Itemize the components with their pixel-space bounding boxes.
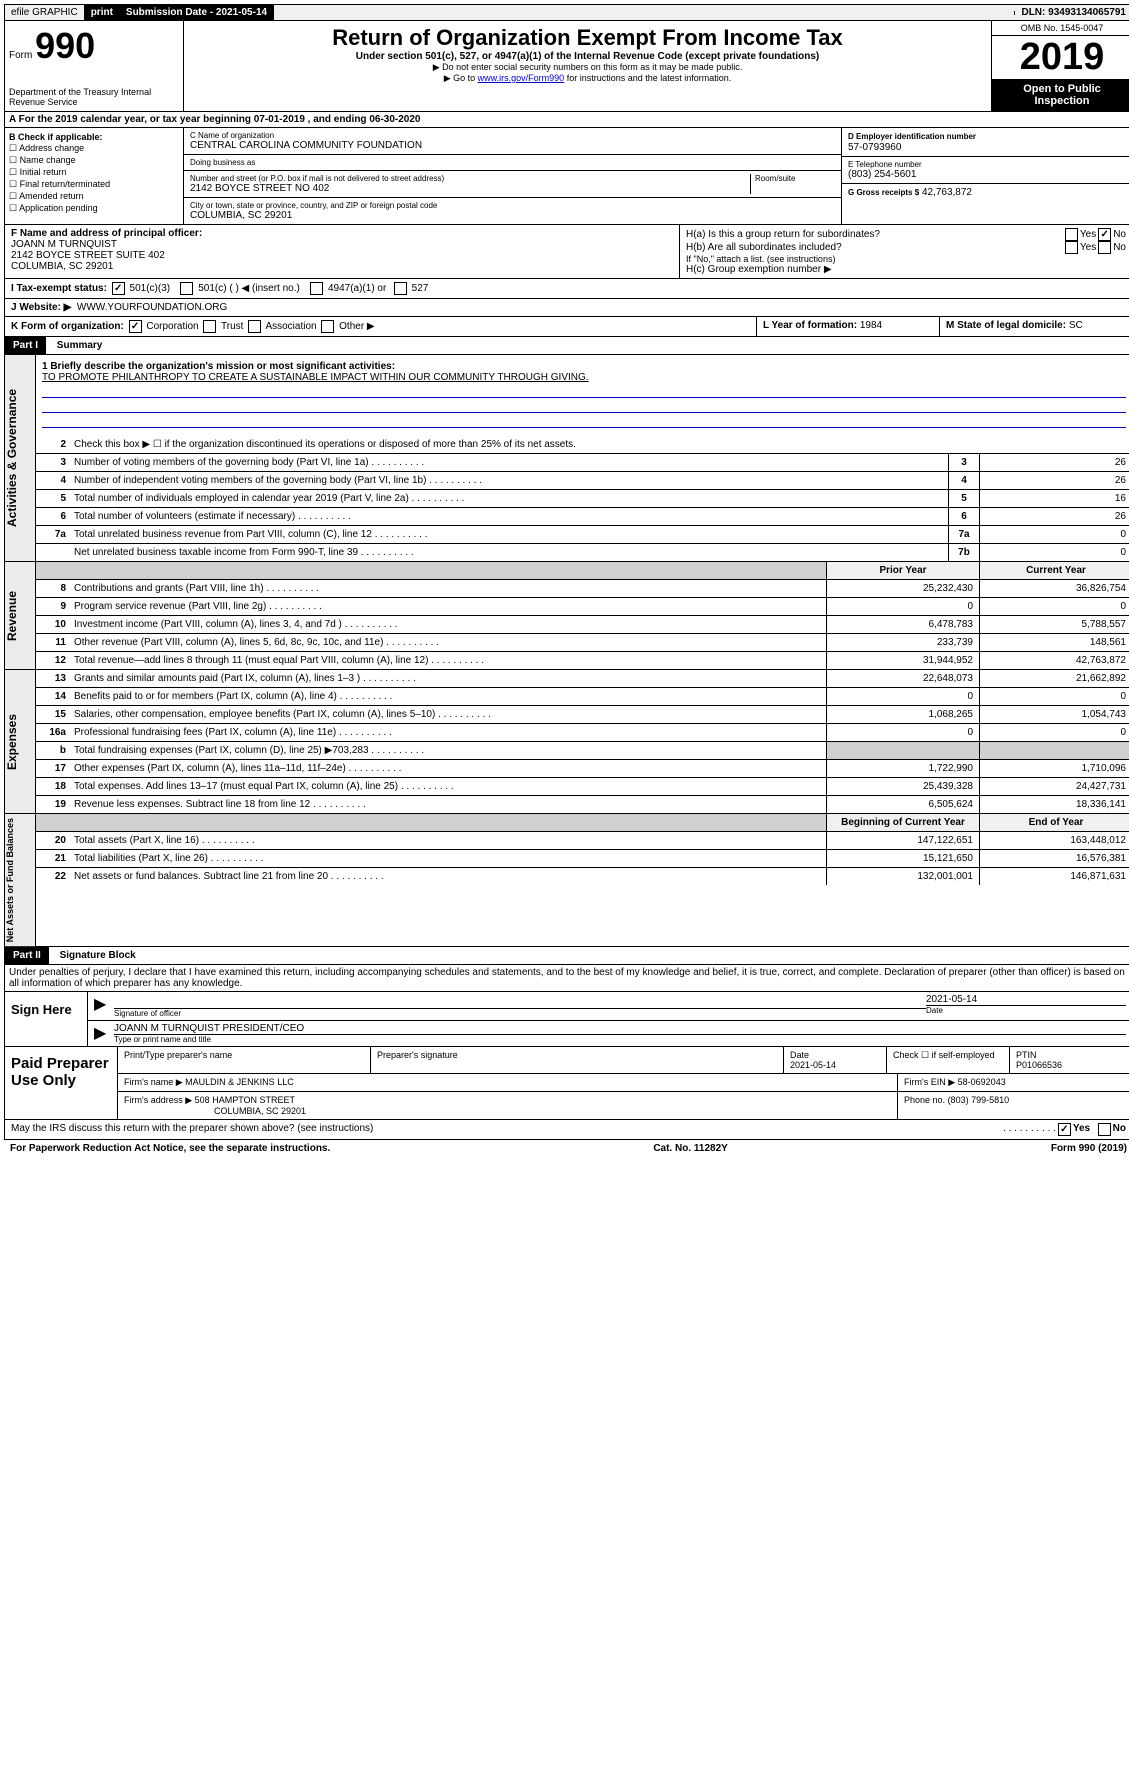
discuss-yes[interactable] (1058, 1123, 1071, 1136)
efile-label: efile GRAPHIC (5, 5, 85, 20)
preparer-section: Paid Preparer Use Only Print/Type prepar… (4, 1047, 1129, 1120)
sidelabel-expenses: Expenses (5, 670, 36, 813)
form-label: Form (9, 50, 32, 61)
check-address[interactable]: ☐ Address change (9, 143, 179, 154)
hb-yes[interactable] (1065, 241, 1078, 254)
status-501c3[interactable] (112, 282, 125, 295)
summary-line: 4Number of independent voting members of… (36, 472, 1129, 490)
perjury-statement: Under penalties of perjury, I declare th… (4, 965, 1129, 992)
dln: DLN: 93493134065791 (1015, 5, 1129, 20)
expense-line: 17Other expenses (Part IX, column (A), l… (36, 760, 1129, 778)
part1-revenue: Revenue Prior Year Current Year 8Contrib… (4, 562, 1129, 670)
instruction-2: ▶ Go to www.irs.gov/Form990 for instruct… (188, 73, 987, 84)
revenue-line: 11Other revenue (Part VIII, column (A), … (36, 634, 1129, 652)
check-amended[interactable]: ☐ Amended return (9, 191, 179, 202)
info-grid: B Check if applicable: ☐ Address change … (4, 128, 1129, 225)
expense-line: 14Benefits paid to or for members (Part … (36, 688, 1129, 706)
section-j: J Website: ▶ WWW.YOURFOUNDATION.ORG (4, 299, 1129, 317)
check-final[interactable]: ☐ Final return/terminated (9, 179, 179, 190)
sign-date: 2021-05-14 (926, 994, 1126, 1006)
expense-line: 18Total expenses. Add lines 13–17 (must … (36, 778, 1129, 796)
dept-treasury: Department of the Treasury Internal Reve… (9, 87, 179, 107)
check-name[interactable]: ☐ Name change (9, 155, 179, 166)
section-i: I Tax-exempt status: 501(c)(3) 501(c) ( … (4, 279, 1129, 299)
year-formation: 1984 (860, 320, 882, 331)
firm-ein: 58-0692043 (958, 1077, 1006, 1087)
sidelabel-revenue: Revenue (5, 562, 36, 669)
state-domicile: SC (1069, 320, 1083, 331)
revenue-line: 10Investment income (Part VIII, column (… (36, 616, 1129, 634)
section-b: B Check if applicable: ☐ Address change … (5, 128, 184, 224)
tax-year: 2019 (992, 36, 1129, 79)
summary-line: 6Total number of volunteers (estimate if… (36, 508, 1129, 526)
check-initial[interactable]: ☐ Initial return (9, 167, 179, 178)
mission-text: TO PROMOTE PHILANTHROPY TO CREATE A SUST… (42, 372, 589, 383)
section-a: A For the 2019 calendar year, or tax yea… (4, 112, 1129, 128)
netasset-line: 21Total liabilities (Part X, line 26)15,… (36, 850, 1129, 868)
print-button[interactable]: print (85, 5, 120, 20)
firm-name: MAULDIN & JENKINS LLC (185, 1077, 294, 1087)
subtitle: Under section 501(c), 527, or 4947(a)(1)… (188, 51, 987, 62)
netasset-line: 22Net assets or fund balances. Subtract … (36, 868, 1129, 885)
expense-line: 19Revenue less expenses. Subtract line 1… (36, 796, 1129, 813)
form-header: Form 990 Department of the Treasury Inte… (4, 21, 1129, 112)
part1-header: Part I Summary (4, 337, 1129, 355)
org-city: COLUMBIA, SC 29201 (190, 210, 835, 221)
officer-name: JOANN M TURNQUIST (11, 239, 117, 250)
website-url: WWW.YOURFOUNDATION.ORG (77, 302, 227, 313)
revenue-line: 9Program service revenue (Part VIII, lin… (36, 598, 1129, 616)
bottom-footer: For Paperwork Reduction Act Notice, see … (4, 1140, 1129, 1157)
revenue-line: 12Total revenue—add lines 8 through 11 (… (36, 652, 1129, 669)
ha-no[interactable] (1098, 228, 1111, 241)
phone: (803) 254-5601 (848, 169, 1126, 180)
org-address: 2142 BOYCE STREET NO 402 (190, 183, 750, 194)
org-name: CENTRAL CAROLINA COMMUNITY FOUNDATION (190, 140, 835, 151)
officer-sign-name: JOANN M TURNQUIST PRESIDENT/CEO (114, 1023, 1126, 1035)
form-number: 990 (35, 25, 95, 66)
instruction-1: ▶ Do not enter social security numbers o… (188, 62, 987, 73)
revenue-line: 8Contributions and grants (Part VIII, li… (36, 580, 1129, 598)
submission-date: Submission Date - 2021-05-14 (120, 5, 274, 20)
omb: OMB No. 1545-0047 (992, 21, 1129, 36)
ha-yes[interactable] (1065, 228, 1078, 241)
part1-expenses: Expenses 13Grants and similar amounts pa… (4, 670, 1129, 814)
section-fh: F Name and address of principal officer:… (4, 225, 1129, 279)
irs-link[interactable]: www.irs.gov/Form990 (478, 73, 565, 83)
expense-line: 16aProfessional fundraising fees (Part I… (36, 724, 1129, 742)
expense-line: 15Salaries, other compensation, employee… (36, 706, 1129, 724)
part2-header: Part II Signature Block (4, 947, 1129, 965)
section-h: H(a) Is this a group return for subordin… (680, 225, 1129, 278)
discuss-no[interactable] (1098, 1123, 1111, 1136)
summary-line: 7aTotal unrelated business revenue from … (36, 526, 1129, 544)
section-de: D Employer identification number 57-0793… (842, 128, 1129, 224)
gross-receipts: 42,763,872 (922, 187, 972, 198)
part1-governance: Activities & Governance 1 Briefly descri… (4, 355, 1129, 562)
check-pending[interactable]: ☐ Application pending (9, 203, 179, 214)
ein: 57-0793960 (848, 142, 1126, 153)
top-bar: efile GRAPHIC print Submission Date - 20… (4, 4, 1129, 21)
hb-no[interactable] (1098, 241, 1111, 254)
part1-netassets: Net Assets or Fund Balances Beginning of… (4, 814, 1129, 947)
main-title: Return of Organization Exempt From Incom… (188, 25, 987, 51)
section-c: C Name of organization CENTRAL CAROLINA … (184, 128, 842, 224)
expense-line: bTotal fundraising expenses (Part IX, co… (36, 742, 1129, 760)
firm-addr: 508 HAMPTON STREET (195, 1095, 295, 1105)
summary-line: Net unrelated business taxable income fr… (36, 544, 1129, 561)
summary-line: 5Total number of individuals employed in… (36, 490, 1129, 508)
sidelabel-netassets: Net Assets or Fund Balances (5, 814, 36, 946)
summary-line: 3Number of voting members of the governi… (36, 454, 1129, 472)
netasset-line: 20Total assets (Part X, line 16)147,122,… (36, 832, 1129, 850)
discuss-row: May the IRS discuss this return with the… (4, 1120, 1129, 1140)
k-corp[interactable] (129, 320, 142, 333)
section-klm: K Form of organization: Corporation Trus… (4, 317, 1129, 337)
sign-section: Sign Here ▶ Signature of officer 2021-05… (4, 992, 1129, 1047)
expense-line: 13Grants and similar amounts paid (Part … (36, 670, 1129, 688)
ptin: P01066536 (1016, 1060, 1126, 1070)
open-public: Open to Public Inspection (992, 79, 1129, 111)
firm-phone: (803) 799-5810 (948, 1095, 1010, 1105)
sidelabel-governance: Activities & Governance (5, 355, 36, 561)
section-f: F Name and address of principal officer:… (5, 225, 680, 278)
prep-date: 2021-05-14 (790, 1060, 880, 1070)
